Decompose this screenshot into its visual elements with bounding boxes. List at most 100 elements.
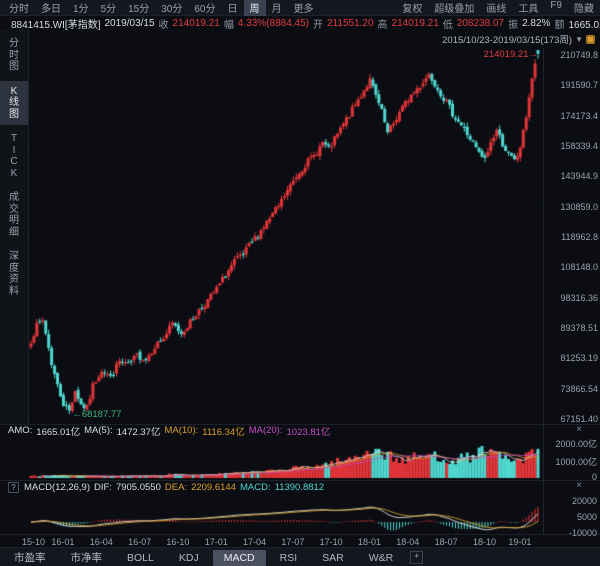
amo-ma20-value: 1023.81亿 bbox=[286, 426, 331, 438]
symbol-name: 8841415.WI[茅指数] bbox=[11, 19, 101, 31]
period-button-更多[interactable]: 更多 bbox=[293, 4, 314, 15]
macd-tick-label: -10000 bbox=[568, 528, 597, 538]
period-button-日[interactable]: 日 bbox=[227, 4, 238, 15]
macd-chart[interactable] bbox=[28, 494, 543, 534]
amo-ma20-label: MA(20): bbox=[248, 425, 283, 436]
time-tick-label: 16-07 bbox=[128, 537, 152, 547]
indicator-tab-市净率[interactable]: 市净率 bbox=[70, 552, 103, 564]
open-value: 211551.20 bbox=[327, 17, 374, 29]
indicator-tab-W&R[interactable]: W&R bbox=[368, 551, 394, 564]
toolbar-button-复权[interactable]: 复权 bbox=[402, 4, 423, 15]
price-tick-label: 108148.0 bbox=[560, 262, 598, 273]
dea-value: 2209.6144 bbox=[191, 481, 236, 493]
price-tick-label: 118962.8 bbox=[561, 231, 598, 242]
volume-chart[interactable] bbox=[28, 438, 543, 479]
dif-label: DIF: bbox=[94, 481, 112, 493]
close-icon[interactable]: × bbox=[576, 480, 582, 491]
date-range-label: 2015/10/23-2019/03/15(173周) bbox=[442, 35, 573, 46]
sidebar-item-深度资料[interactable]: 深 度 资 料 bbox=[9, 251, 19, 297]
amo-value: 1665.01亿 bbox=[36, 426, 81, 438]
help-icon[interactable]: ? bbox=[8, 481, 19, 493]
toolbar-button-超级叠加[interactable]: 超级叠加 bbox=[434, 4, 475, 15]
period-button-月[interactable]: 月 bbox=[271, 4, 282, 15]
indicator-tab-MACD[interactable]: MACD bbox=[212, 549, 266, 566]
quote-summary-row: 8841415.WI[茅指数] 2019/03/15 收 214019.21 幅… bbox=[0, 15, 600, 31]
latest-price-annotation: 214019.21→ bbox=[483, 49, 538, 60]
volume-tick-label: 1000.00亿 bbox=[555, 457, 597, 467]
low-label: 低 bbox=[442, 19, 453, 31]
toolbar-button-F9[interactable]: F9 bbox=[550, 0, 562, 11]
indicator-tab-BOLL[interactable]: BOLL bbox=[127, 551, 154, 564]
time-tick-label: 18-10 bbox=[472, 537, 496, 547]
toolbar-right-buttons: 复权 超级叠加 画线 工具 F9 隐藏 bbox=[396, 0, 600, 16]
amplitude-label: 振 bbox=[508, 19, 519, 31]
amount-label: 额 bbox=[554, 19, 565, 31]
price-tick-label: 73866.54 bbox=[560, 383, 598, 394]
price-tick-label: 98316.36 bbox=[560, 292, 598, 303]
amount-value: 1665.01亿 bbox=[568, 19, 600, 31]
time-axis: 15-10 16-01 16-04 16-07 16-10 17-01 17-04 17-07… bbox=[0, 534, 600, 548]
dea-label: DEA: bbox=[164, 481, 188, 493]
period-button-分时[interactable]: 分时 bbox=[9, 4, 29, 15]
open-label: 开 bbox=[313, 19, 323, 31]
time-tick-label: 17-04 bbox=[243, 537, 267, 547]
price-tick-label: 81253.19 bbox=[560, 353, 598, 364]
period-button-60分[interactable]: 60分 bbox=[194, 4, 216, 15]
price-tick-label: 130859.0 bbox=[560, 201, 598, 212]
amo-ma10-value: 1116.34亿 bbox=[202, 426, 245, 438]
period-button-多日[interactable]: 多日 bbox=[41, 4, 61, 15]
amo-ma10-label: MA(10): bbox=[164, 425, 199, 436]
macd-title: MACD(12,26,9) bbox=[24, 481, 90, 493]
macd-value-label: MACD: bbox=[239, 481, 271, 493]
sidebar-item-TICK[interactable]: T I C K bbox=[10, 133, 18, 179]
range-tool-icon[interactable] bbox=[586, 34, 595, 44]
macd-tick-label: 20000 bbox=[571, 496, 597, 506]
macd-tick-label: 5000 bbox=[576, 512, 597, 522]
period-button-1分[interactable]: 1分 bbox=[73, 4, 89, 15]
price-tick-label: 174173.4 bbox=[560, 110, 598, 121]
view-mode-sidebar: 分 时 图 K 线 图 T I C K 成 交 明 细深 度 资 料 bbox=[0, 30, 29, 424]
price-tick-label: 191590.7 bbox=[560, 80, 598, 91]
period-buttons: 分时 多日 1分 5分 15分 30分 60分日周月更多 bbox=[0, 0, 320, 16]
volume-tick-label: 2000.00亿 bbox=[555, 439, 597, 449]
time-tick-label: 15-10 bbox=[21, 537, 45, 547]
sidebar-item-成交明细[interactable]: 成 交 明 细 bbox=[9, 192, 19, 238]
close-value: 214019.21 bbox=[172, 17, 220, 29]
chevron-down-icon[interactable]: ▼ bbox=[575, 34, 583, 44]
time-tick-label: 17-07 bbox=[281, 537, 305, 547]
time-tick-label: 17-10 bbox=[319, 537, 343, 547]
indicator-tab-KDJ[interactable]: KDJ bbox=[178, 551, 199, 564]
price-tick-label: 67151.40 bbox=[560, 413, 598, 424]
price-axis: 210749.8 191590.7 174173.4 158339.4 143944.9… bbox=[543, 48, 600, 534]
indicator-tab-SAR[interactable]: SAR bbox=[322, 551, 344, 564]
date-range-selector[interactable]: 2015/10/23-2019/03/15(173周) ▼ bbox=[442, 33, 595, 46]
amo-info-row: AMO: 1665.01亿 MA(5): 1472.37亿 MA(10): 11… bbox=[0, 424, 600, 438]
price-tick-label: 210749.8 bbox=[560, 50, 598, 60]
period-button-5分[interactable]: 5分 bbox=[100, 4, 117, 15]
period-button-15分[interactable]: 15分 bbox=[128, 4, 150, 15]
add-indicator-button[interactable]: + bbox=[410, 551, 424, 564]
sidebar-item-分时图[interactable]: 分 时 图 bbox=[9, 38, 19, 72]
period-button-周[interactable]: 周 bbox=[243, 0, 266, 16]
toolbar-button-工具[interactable]: 工具 bbox=[518, 4, 539, 15]
toolbar-button-隐藏[interactable]: 隐藏 bbox=[574, 4, 594, 15]
sidebar-item-K线图[interactable]: K 线 图 bbox=[0, 80, 28, 125]
pane-divider bbox=[0, 480, 600, 481]
price-tick-label: 158339.4 bbox=[560, 140, 598, 151]
candlestick-chart[interactable] bbox=[28, 48, 543, 424]
time-tick-label: 18-04 bbox=[396, 537, 420, 547]
change-value: 4.33%(8884.45) bbox=[237, 17, 309, 29]
volume-tick-label: 0 bbox=[591, 472, 597, 482]
period-button-30分[interactable]: 30分 bbox=[161, 4, 183, 15]
time-tick-label: 18-07 bbox=[434, 537, 458, 547]
close-icon[interactable]: × bbox=[576, 424, 582, 435]
time-tick-label: 16-10 bbox=[166, 537, 190, 547]
indicator-tab-市盈率[interactable]: 市盈率 bbox=[14, 552, 46, 564]
dif-value: 7905.0550 bbox=[115, 481, 161, 493]
time-tick-label: 19-01 bbox=[508, 537, 532, 547]
price-tick-label: 143944.9 bbox=[560, 171, 598, 182]
indicator-tab-RSI[interactable]: RSI bbox=[279, 551, 298, 564]
toolbar-button-画线[interactable]: 画线 bbox=[486, 4, 507, 15]
time-tick-label: 16-01 bbox=[51, 537, 75, 547]
